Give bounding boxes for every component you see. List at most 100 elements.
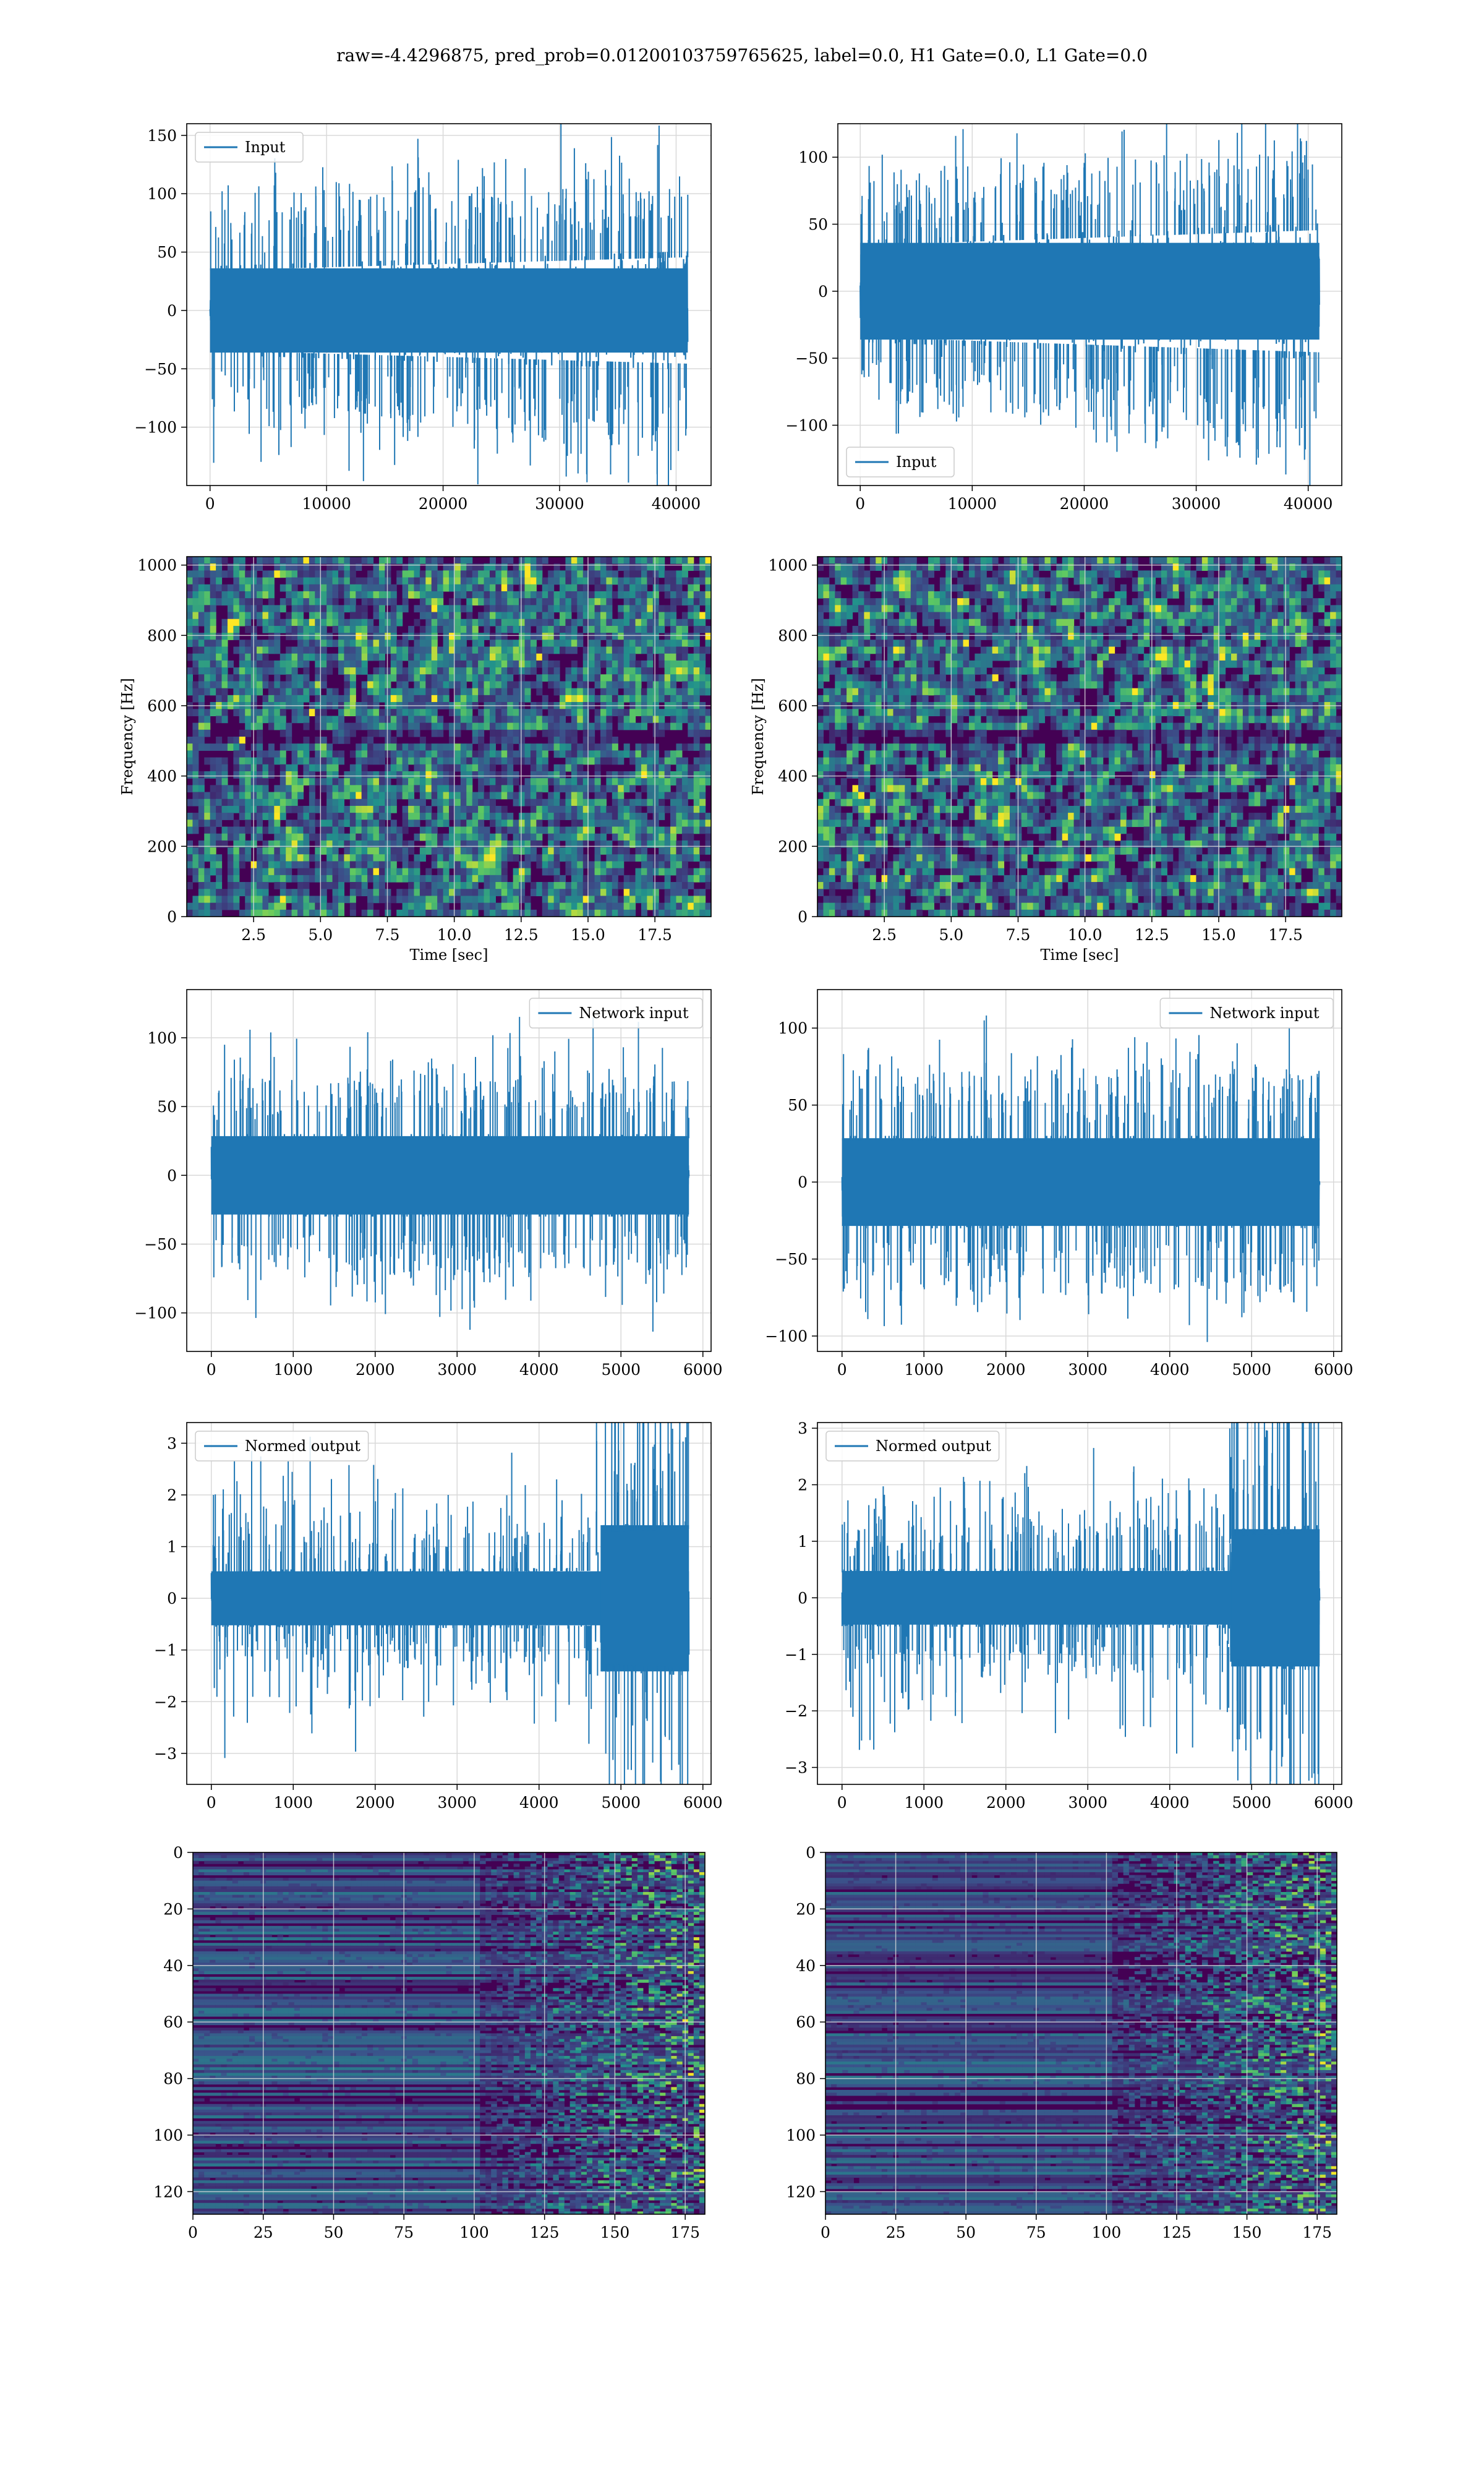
spectrogram-cell	[618, 584, 625, 592]
spectrogram-cell	[1237, 605, 1243, 613]
spectrogram-cell	[478, 570, 485, 578]
spectrogram-cell	[542, 826, 548, 834]
spectrogram-cell	[1004, 563, 1010, 571]
spectrogram-cell	[565, 840, 572, 848]
spectrogram-cell	[641, 896, 647, 904]
spectrogram-cell	[356, 820, 362, 828]
spectrogram-cell	[239, 854, 245, 862]
spectrogram-cell	[998, 584, 1005, 592]
spectrogram-cell	[1219, 618, 1226, 627]
spectrogram-cell	[419, 805, 426, 813]
spectrogram-cell	[577, 591, 584, 599]
spectrogram-cell	[320, 833, 327, 841]
spectrogram-cell	[571, 605, 578, 613]
spectrogram-cell	[326, 722, 333, 730]
spectrogram-cell	[659, 612, 665, 620]
spectrogram-cell	[998, 605, 1005, 613]
spectrogram-cell	[553, 764, 560, 772]
spectrogram-cell	[268, 584, 275, 592]
spectrogram-cell	[659, 646, 665, 654]
spectrogram-cell	[367, 722, 374, 730]
spectrogram-cell	[699, 743, 706, 751]
spectrogram-cell	[443, 612, 450, 620]
spectrogram-cell	[385, 591, 391, 599]
spectrogram-cell	[1080, 570, 1086, 578]
spectrogram-cell	[1336, 598, 1342, 606]
spectrogram-cell	[460, 633, 467, 640]
spectrogram-cell	[635, 854, 642, 862]
spectrogram-cell	[227, 598, 234, 606]
spectrogram-cell	[606, 875, 613, 883]
spectrogram-cell	[893, 584, 900, 592]
spectrogram-cell	[693, 653, 700, 661]
spectrogram-cell	[846, 612, 853, 620]
spectrogram-cell	[553, 674, 560, 682]
spectrogram-cell	[489, 909, 496, 917]
spectrogram-cell	[659, 840, 665, 848]
spectrogram-cell	[980, 618, 987, 627]
spectrogram-cell	[664, 570, 671, 578]
spectrogram-cell	[495, 882, 502, 889]
spectrogram-cell	[893, 577, 900, 585]
spectrogram-cell	[1208, 633, 1214, 640]
spectrogram-cell	[536, 882, 543, 889]
spectrogram-cell	[390, 798, 397, 807]
spectrogram-cell	[594, 805, 601, 813]
spectrogram-cell	[688, 563, 694, 571]
spectrogram-cell	[582, 902, 589, 910]
spectrogram-cell	[524, 750, 531, 758]
spectrogram-cell	[618, 813, 625, 820]
spectrogram-cell	[349, 813, 356, 820]
spectrogram-cell	[443, 778, 450, 785]
spectrogram-cell	[233, 688, 240, 696]
spectrogram-cell	[385, 847, 391, 855]
spectrogram-cell	[320, 570, 327, 578]
spectrogram-cell	[373, 709, 380, 717]
spectrogram-cell	[519, 868, 526, 876]
spectrogram-cell	[623, 826, 630, 834]
spectrogram-cell	[641, 563, 647, 571]
spectrogram-cell	[986, 625, 993, 633]
spectrogram-cell	[992, 605, 999, 613]
spectrogram-cell	[361, 625, 368, 633]
spectrogram-cell	[495, 820, 502, 828]
spectrogram-cell	[361, 792, 368, 800]
spectrogram-cell	[378, 833, 385, 841]
spectrogram-cell	[443, 695, 450, 703]
spectrogram-cell	[315, 625, 322, 633]
spectrogram-cell	[390, 854, 397, 862]
spectrogram-cell	[968, 577, 975, 585]
spectrogram-cell	[939, 618, 946, 627]
spectrogram-cell	[641, 820, 647, 828]
spectrogram-cell	[606, 785, 613, 793]
spectrogram-cell	[986, 591, 993, 599]
spectrogram-cell	[577, 854, 584, 862]
spectrogram-cell	[408, 653, 415, 661]
spectrogram-cell	[629, 813, 636, 820]
spectrogram-cell	[425, 882, 432, 889]
spectrogram-cell	[548, 577, 555, 585]
spectrogram-cell	[454, 882, 461, 889]
spectrogram-cell	[817, 591, 824, 599]
spectrogram-cell	[1208, 612, 1214, 620]
spectrogram-cell	[582, 695, 589, 703]
spectrogram-cell	[565, 757, 572, 765]
spectrogram-cell	[693, 625, 700, 633]
spectrogram-cell	[553, 625, 560, 633]
spectrogram-cell	[1102, 570, 1109, 578]
spectrogram-cell	[1248, 618, 1255, 627]
spectrogram-cell	[378, 557, 385, 564]
spectrogram-cell	[635, 750, 642, 758]
spectrogram-cell	[688, 674, 694, 682]
spectrogram-cell	[443, 577, 450, 585]
spectrogram-cell	[618, 785, 625, 793]
spectrogram-cell	[239, 557, 245, 564]
spectrogram-cell	[187, 709, 194, 717]
spectrogram-cell	[221, 743, 228, 751]
spectrogram-cell	[1283, 570, 1290, 578]
spectrogram-cell	[582, 591, 589, 599]
spectrogram-cell	[414, 805, 420, 813]
spectrogram-cell	[560, 591, 566, 599]
spectrogram-cell	[262, 840, 269, 848]
spectrogram-cell	[402, 709, 409, 717]
